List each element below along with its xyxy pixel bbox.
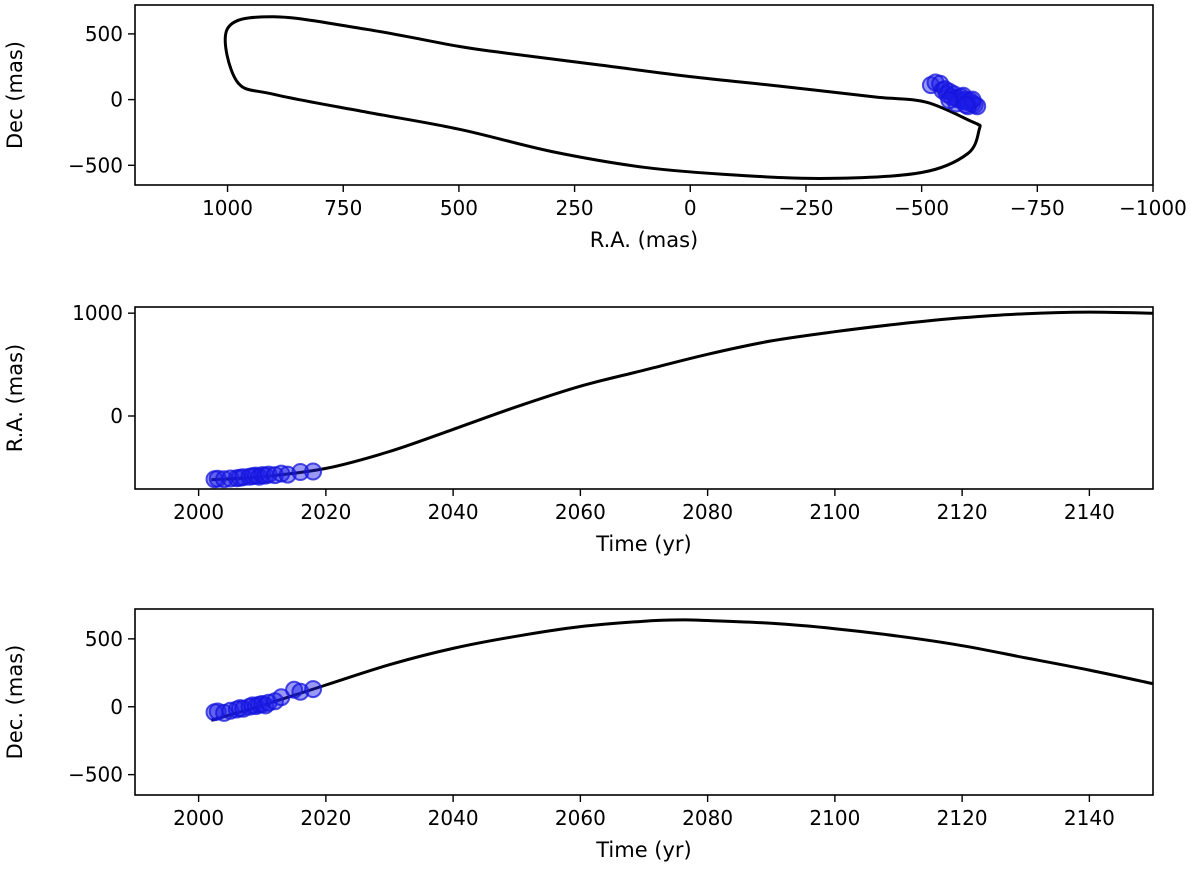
x-tick-label-ra-time-2: 2040 [428,500,479,524]
x-axis-label-sky: R.A. (mas) [590,228,699,252]
y-tick-label-sky-0: −500 [68,153,123,177]
panel-dec-vs-time: 2000 2020 2040 2060 2080 2100 2120 2140 −500 0 500… [3,608,1154,862]
panel-sky-orbit: 1000 750 500 250 0 −250 −500 −750 −1000 −500 0 500 R… [3,4,1187,252]
x-tick-label-sky-6: −500 [894,196,949,220]
x-tick-label-dec-time-7: 2140 [1064,806,1115,830]
x-tick-label-sky-3: 250 [555,196,593,220]
x-tick-label-sky-8: −1000 [1119,196,1187,220]
x-tick-label-dec-time-5: 2100 [809,806,860,830]
x-axis-label-ra-time: Time (yr) [595,532,692,556]
y-axis-label-ra-time: R.A. (mas) [3,344,27,453]
x-tick-label-sky-0: 1000 [202,196,253,220]
x-axis-label-dec-time: Time (yr) [595,838,692,862]
data-point-sky-24 [956,95,975,114]
plot-area-dec-time [205,618,1153,722]
x-tick-label-sky-4: 0 [684,196,697,220]
data-point-dec-time-18 [304,680,323,699]
y-tick-label-ra-time-0: 0 [110,404,123,428]
plot-area-sky [223,15,987,180]
model-curve-sky [223,15,982,180]
data-point-ra-time-14 [266,466,284,485]
y-tick-label-dec-time-0: −500 [68,763,123,787]
x-tick-label-ra-time-0: 2000 [173,500,224,524]
x-tick-label-dec-time-6: 2120 [937,806,988,830]
axes-frame-sky [134,4,1154,186]
x-tick-label-ra-time-1: 2020 [300,500,351,524]
x-tick-label-ra-time-6: 2120 [937,500,988,524]
plot-area-ra-time [205,310,1153,489]
y-tick-label-dec-time-1: 0 [110,695,123,719]
data-point-ra-time-18 [304,462,323,481]
data-point-ra-time-15 [272,464,291,483]
x-tick-label-ra-time-5: 2100 [809,500,860,524]
x-tick-label-sky-1: 750 [324,196,362,220]
data-point-ra-time-1 [208,469,227,488]
x-tick-label-ra-time-3: 2060 [555,500,606,524]
x-tick-label-dec-time-4: 2080 [682,806,733,830]
panel-ra-vs-time: 2000 2020 2040 2060 2080 2100 2120 2140 0 1000 Tim… [3,301,1154,556]
data-point-sky-22 [940,91,959,110]
y-tick-label-dec-time-2: 500 [85,627,123,651]
axes-frame-dec-time [134,608,1154,796]
y-axis-label-dec-time: Dec. (mas) [3,645,27,760]
axes-frame-ra-time [134,306,1154,490]
x-tick-label-sky-2: 500 [440,196,478,220]
data-point-ra-time-17 [291,463,310,481]
x-tick-label-dec-time-3: 2060 [555,806,606,830]
x-tick-label-dec-time-2: 2040 [428,806,479,830]
x-tick-label-ra-time-4: 2080 [682,500,733,524]
x-tick-label-sky-7: −750 [1010,196,1065,220]
y-axis-label-sky: Dec (mas) [3,41,27,149]
x-tick-label-dec-time-1: 2020 [300,806,351,830]
model-curve-ra-time [211,310,1153,482]
data-point-dec-time-1 [208,702,227,721]
x-tick-label-dec-time-0: 2000 [173,806,224,830]
data-point-ra-time-13 [259,465,278,484]
model-curve-dec-time [210,618,1153,722]
y-tick-label-sky-1: 0 [110,88,123,112]
y-tick-label-sky-2: 500 [85,22,123,46]
y-tick-label-ra-time-1: 1000 [72,301,123,325]
x-tick-label-sky-5: −250 [778,196,833,220]
x-tick-label-ra-time-7: 2140 [1064,500,1115,524]
